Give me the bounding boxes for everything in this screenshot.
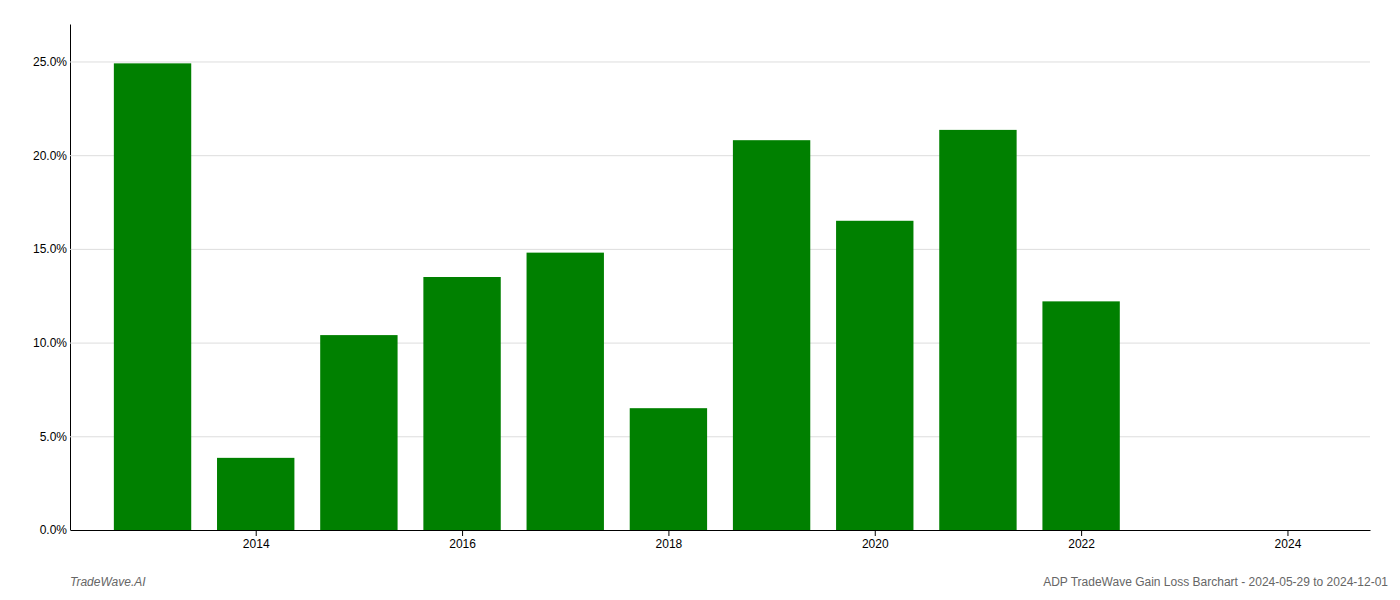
footer: TradeWave.AI ADP TradeWave Gain Loss Barc… bbox=[70, 575, 1388, 589]
x-tick: 2020 bbox=[862, 530, 889, 551]
bar bbox=[423, 277, 500, 530]
bar bbox=[733, 140, 810, 530]
bar bbox=[1042, 301, 1119, 530]
y-tick: 10.0% bbox=[33, 336, 1370, 350]
y-tick: 20.0% bbox=[33, 149, 1370, 163]
tick-mark bbox=[668, 530, 669, 536]
footer-right: ADP TradeWave Gain Loss Barchart - 2024-… bbox=[1043, 575, 1388, 589]
tick-mark bbox=[462, 530, 463, 536]
y-tick-label: 20.0% bbox=[33, 149, 67, 163]
y-tick-label: 15.0% bbox=[33, 242, 67, 256]
grid-line bbox=[70, 61, 1370, 62]
x-tick-label: 2016 bbox=[449, 537, 476, 551]
bar bbox=[217, 458, 294, 530]
x-tick: 2024 bbox=[1275, 530, 1302, 551]
bars bbox=[114, 63, 1120, 530]
tick-mark bbox=[256, 530, 257, 536]
y-tick: 15.0% bbox=[33, 242, 1370, 256]
x-tick-label: 2018 bbox=[656, 537, 683, 551]
grid-line bbox=[70, 530, 1370, 531]
grid-line bbox=[70, 436, 1370, 437]
x-axis: 2014 2016 2018 2020 2022 2024 bbox=[71, 530, 1371, 551]
tick-mark bbox=[1287, 530, 1288, 536]
bar bbox=[320, 335, 397, 530]
y-tick-label: 10.0% bbox=[33, 336, 67, 350]
grid-line bbox=[70, 155, 1370, 156]
chart-container: 0.0% 5.0% 10.0% 15.0% 20.0% 25.0% 2014 2016 2018… bbox=[0, 0, 1400, 600]
y-axis: 0.0% 5.0% 10.0% 15.0% 20.0% 25.0% bbox=[33, 25, 1370, 538]
plot-area: 0.0% 5.0% 10.0% 15.0% 20.0% 25.0% 2014 2016 2018… bbox=[33, 25, 1371, 551]
y-tick-label: 0.0% bbox=[40, 523, 68, 537]
x-tick: 2016 bbox=[449, 530, 476, 551]
bar bbox=[630, 408, 707, 530]
bar bbox=[939, 130, 1016, 530]
tick-mark bbox=[875, 530, 876, 536]
x-axis-line bbox=[71, 530, 1371, 531]
x-tick: 2022 bbox=[1068, 530, 1095, 551]
footer-left: TradeWave.AI bbox=[70, 575, 146, 589]
x-tick-label: 2022 bbox=[1068, 537, 1095, 551]
x-tick-label: 2014 bbox=[243, 537, 270, 551]
y-tick-label: 5.0% bbox=[40, 430, 68, 444]
x-tick-label: 2020 bbox=[862, 537, 889, 551]
tick-mark bbox=[1081, 530, 1082, 536]
x-tick: 2018 bbox=[656, 530, 683, 551]
grid-line bbox=[70, 343, 1370, 344]
y-tick-label: 25.0% bbox=[33, 55, 67, 69]
bar bbox=[114, 63, 191, 530]
x-tick-label: 2024 bbox=[1275, 537, 1302, 551]
bar bbox=[527, 253, 604, 530]
chart-svg: 0.0% 5.0% 10.0% 15.0% 20.0% 25.0% 2014 2016 2018… bbox=[0, 0, 1400, 600]
x-tick: 2014 bbox=[243, 530, 270, 551]
grid-line bbox=[70, 249, 1370, 250]
bar bbox=[836, 221, 913, 530]
y-axis-line bbox=[70, 25, 71, 531]
bar bbox=[1146, 530, 1223, 531]
y-tick: 25.0% bbox=[33, 55, 1370, 69]
